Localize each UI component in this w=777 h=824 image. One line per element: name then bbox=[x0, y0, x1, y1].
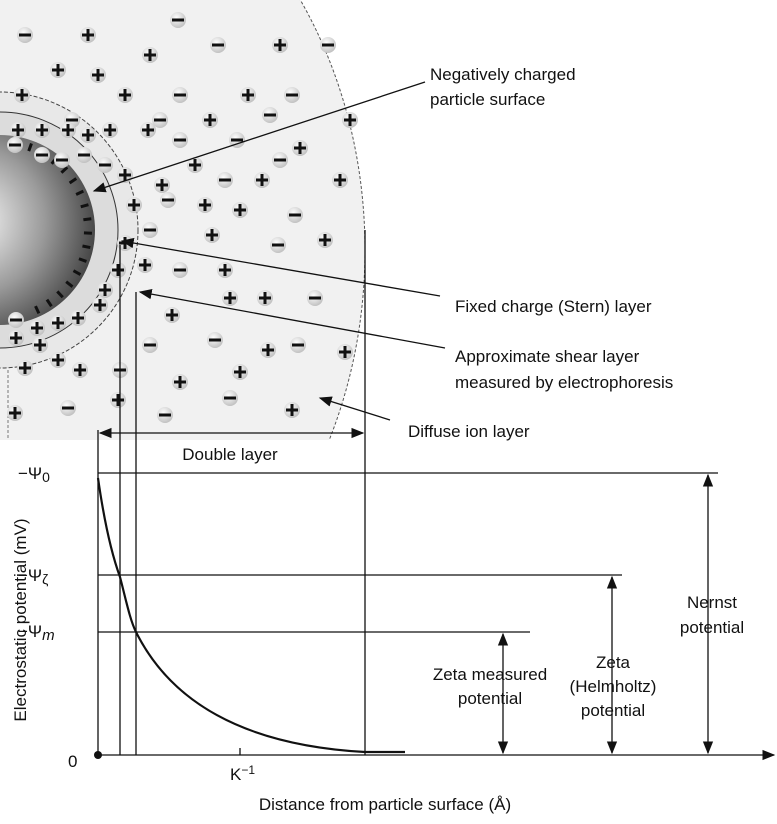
origin-dot bbox=[94, 751, 102, 759]
origin-label: 0 bbox=[68, 752, 77, 771]
label: Zeta measured bbox=[433, 665, 547, 684]
label: measured by electrophoresis bbox=[455, 373, 673, 392]
potential-curve bbox=[98, 478, 405, 752]
y-tick-label: −Ψ0 bbox=[18, 464, 50, 485]
label: Approximate shear layer bbox=[455, 347, 640, 366]
label: Nernst bbox=[687, 593, 737, 612]
label: Double layer bbox=[182, 445, 278, 464]
label: potential bbox=[680, 618, 744, 637]
label: Diffuse ion layer bbox=[408, 422, 530, 441]
y-axis-label: Electrostatic potential (mV) bbox=[11, 518, 30, 721]
surface-charge bbox=[82, 246, 90, 248]
surface-charge bbox=[83, 219, 91, 220]
label: Negatively charged bbox=[430, 65, 576, 84]
surface-charge bbox=[81, 205, 89, 207]
figure: Negatively charged particle surface Fixe… bbox=[0, 0, 777, 819]
label: Zeta bbox=[596, 653, 631, 672]
label: Fixed charge (Stern) layer bbox=[455, 297, 652, 316]
label: potential bbox=[458, 689, 522, 708]
label: potential bbox=[581, 701, 645, 720]
label: particle surface bbox=[430, 90, 545, 109]
x-axis-label: Distance from particle surface (Å) bbox=[259, 795, 511, 814]
x-tick-label: K−1 bbox=[230, 763, 255, 784]
label: (Helmholtz) bbox=[570, 677, 657, 696]
